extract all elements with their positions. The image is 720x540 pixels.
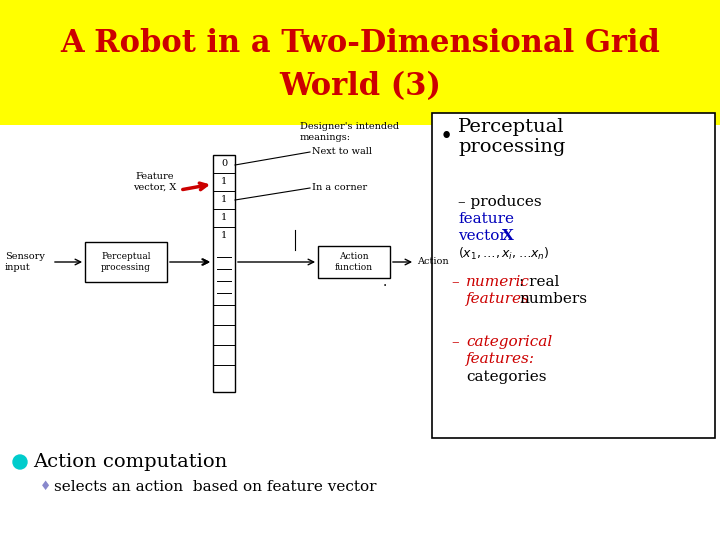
Text: –: – <box>452 275 464 289</box>
Text: •: • <box>440 126 454 148</box>
Text: Perceptual
processing: Perceptual processing <box>458 118 565 157</box>
Text: –: – <box>452 335 464 349</box>
Text: In a corner: In a corner <box>312 184 367 192</box>
Bar <box>0 0 720 125</box>
Text: 0: 0 <box>221 159 227 168</box>
Bar <box>213 155 235 392</box>
Text: World (3): World (3) <box>279 71 441 103</box>
Text: Sensory
input: Sensory input <box>5 252 45 272</box>
Text: numeric
features: numeric features <box>466 275 530 306</box>
Text: 1: 1 <box>221 195 227 205</box>
Text: Next to wall: Next to wall <box>312 147 372 157</box>
Text: A Robot in a Two-Dimensional Grid: A Robot in a Two-Dimensional Grid <box>60 28 660 58</box>
Bar <box>432 113 715 438</box>
Text: 1: 1 <box>221 213 227 222</box>
Text: $(x_1,\ldots,x_i,\ldots x_n)$: $(x_1,\ldots,x_i,\ldots x_n)$ <box>458 246 549 262</box>
Text: feature: feature <box>458 212 514 226</box>
Text: Perceptual
processing: Perceptual processing <box>101 252 151 272</box>
Text: Feature
vector, X: Feature vector, X <box>133 172 176 192</box>
Text: Designer's intended
meanings:: Designer's intended meanings: <box>300 122 399 142</box>
Bar <box>318 246 390 278</box>
Circle shape <box>13 455 27 469</box>
Text: X: X <box>502 229 514 243</box>
Text: categories: categories <box>466 370 546 384</box>
Text: – produces: – produces <box>458 195 541 226</box>
Text: : real
numbers: : real numbers <box>519 275 587 306</box>
Text: Action: Action <box>417 258 449 267</box>
Text: selects an action  based on feature vector: selects an action based on feature vecto… <box>54 480 377 494</box>
Text: 1: 1 <box>221 232 227 240</box>
Text: .: . <box>383 275 387 289</box>
Text: categorical
features:: categorical features: <box>466 335 552 366</box>
Text: vector: vector <box>458 229 512 243</box>
Text: Action computation: Action computation <box>33 453 228 471</box>
Bar <box>85 242 167 282</box>
Text: ♦: ♦ <box>40 481 51 494</box>
Text: 1: 1 <box>221 178 227 186</box>
Text: Action
function: Action function <box>335 252 373 272</box>
